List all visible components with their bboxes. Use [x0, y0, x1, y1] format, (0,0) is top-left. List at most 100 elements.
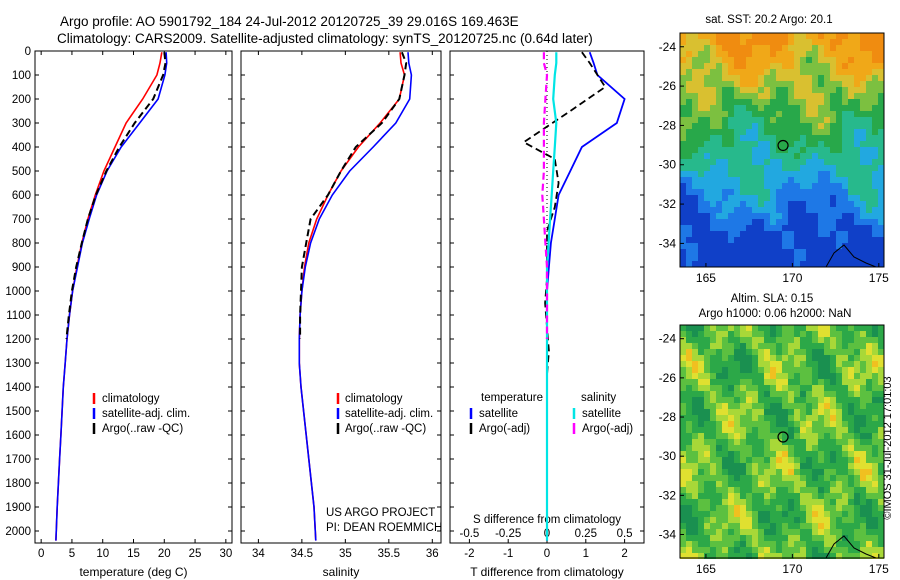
sst-map-cell: [812, 159, 818, 165]
sla-map-cell: [770, 373, 776, 379]
sla-map-cell: [794, 451, 800, 457]
sla-map-cell: [878, 529, 884, 535]
sla-map-cell: [752, 361, 758, 367]
sla-map-cell: [752, 409, 758, 415]
sla-map-cell: [860, 499, 866, 505]
sla-map-cell: [746, 523, 752, 529]
sla-map-cell: [770, 535, 776, 541]
sla-map-cell: [728, 475, 734, 481]
sst-map-cell: [722, 81, 728, 87]
sla-map-cell: [716, 373, 722, 379]
sst-map-cell: [722, 99, 728, 105]
sla-map-cell: [818, 535, 824, 541]
sla-map-cell: [836, 445, 842, 451]
sst-map-cell: [800, 147, 806, 153]
sla-map-cell: [800, 337, 806, 343]
sla-map-cell: [836, 463, 842, 469]
sst-map-cell: [734, 39, 740, 45]
sst-map-cell: [830, 33, 836, 39]
temperature-xtick-label: 30: [219, 548, 232, 560]
sla-map-cell: [722, 343, 728, 349]
sla-map-cell: [710, 487, 716, 493]
sla-map-cell: [758, 451, 764, 457]
sst-map-cell: [680, 39, 686, 45]
sla-map-cell: [752, 475, 758, 481]
sla-map-cell: [746, 451, 752, 457]
sla-map-cell: [824, 343, 830, 349]
sla-map-cell: [764, 337, 770, 343]
sst-map-cell: [734, 135, 740, 141]
sla-map-cell: [806, 421, 812, 427]
sla-map-cell: [854, 355, 860, 361]
sst-map-cell: [686, 99, 692, 105]
temperature-ytick-label: 700: [12, 214, 31, 226]
sst-map-cell: [866, 189, 872, 195]
sla-map-cell: [836, 517, 842, 523]
sst-map-cell: [722, 129, 728, 135]
sst-map-cell: [764, 39, 770, 45]
sst-map-cell: [710, 249, 716, 255]
sst-map-cell: [698, 129, 704, 135]
sla-map-cell: [854, 385, 860, 391]
sla-map-cell: [878, 445, 884, 451]
sla-map-cell: [746, 421, 752, 427]
sla-map-cell: [740, 373, 746, 379]
sla-map-cell: [812, 505, 818, 511]
sst-map-cell: [830, 159, 836, 165]
sla-map-cell: [806, 433, 812, 439]
sst-map-cell: [698, 33, 704, 39]
difference-salinity-tick-label: 0.5: [617, 528, 633, 540]
sst-map-cell: [728, 63, 734, 69]
sla-map-cell: [710, 493, 716, 499]
sla-map-cell: [740, 367, 746, 373]
sla-map-cell: [854, 541, 860, 547]
sst-map-cell: [740, 69, 746, 75]
sla-map-cell: [872, 457, 878, 463]
sst-map-cell: [824, 87, 830, 93]
sst-map-cell: [728, 237, 734, 243]
sla-map-cell: [692, 433, 698, 439]
sla-map-cell: [710, 481, 716, 487]
sst-map-cell: [860, 93, 866, 99]
sst-map-cell: [680, 45, 686, 51]
sst-map-cell: [824, 33, 830, 39]
sst-map-cell: [770, 129, 776, 135]
sst-map-cell: [860, 123, 866, 129]
sla-map-cell: [692, 493, 698, 499]
sst-map-cell: [788, 219, 794, 225]
sla-map-cell: [752, 493, 758, 499]
sla-map-cell: [746, 481, 752, 487]
sst-map-cell: [704, 213, 710, 219]
sla-map-cell: [734, 445, 740, 451]
sst-map-cell: [818, 117, 824, 123]
sla-map-cell: [824, 511, 830, 517]
sla-map-cell: [704, 517, 710, 523]
sla-map-coastline: [825, 535, 877, 559]
sst-map-cell: [704, 57, 710, 63]
sst-map-cell: [818, 111, 824, 117]
sst-map-cell: [854, 165, 860, 171]
sst-map-cell: [824, 123, 830, 129]
sst-map-cell: [728, 123, 734, 129]
sla-map-cell: [776, 373, 782, 379]
sla-map-cell: [836, 337, 842, 343]
sla-map-cell: [758, 331, 764, 337]
sla-map-cell: [752, 349, 758, 355]
sst-map-cell: [770, 189, 776, 195]
sla-map-cell: [716, 403, 722, 409]
sla-map-cell: [866, 385, 872, 391]
sst-map-cell: [794, 33, 800, 39]
salinity-xtick-label: 34: [252, 548, 265, 560]
sst-map-cell: [812, 69, 818, 75]
salinity-xtick-label: 35: [339, 548, 352, 560]
sst-map-cell: [734, 159, 740, 165]
sla-map-cell: [848, 367, 854, 373]
sst-map-ytick-label: -26: [659, 79, 677, 93]
sla-map-cell: [830, 451, 836, 457]
sla-map-cell: [854, 469, 860, 475]
sla-map-cell: [704, 427, 710, 433]
sst-map-cell: [764, 177, 770, 183]
sst-map-cell: [740, 195, 746, 201]
sst-map-cell: [722, 45, 728, 51]
sla-map-cell: [770, 325, 776, 331]
